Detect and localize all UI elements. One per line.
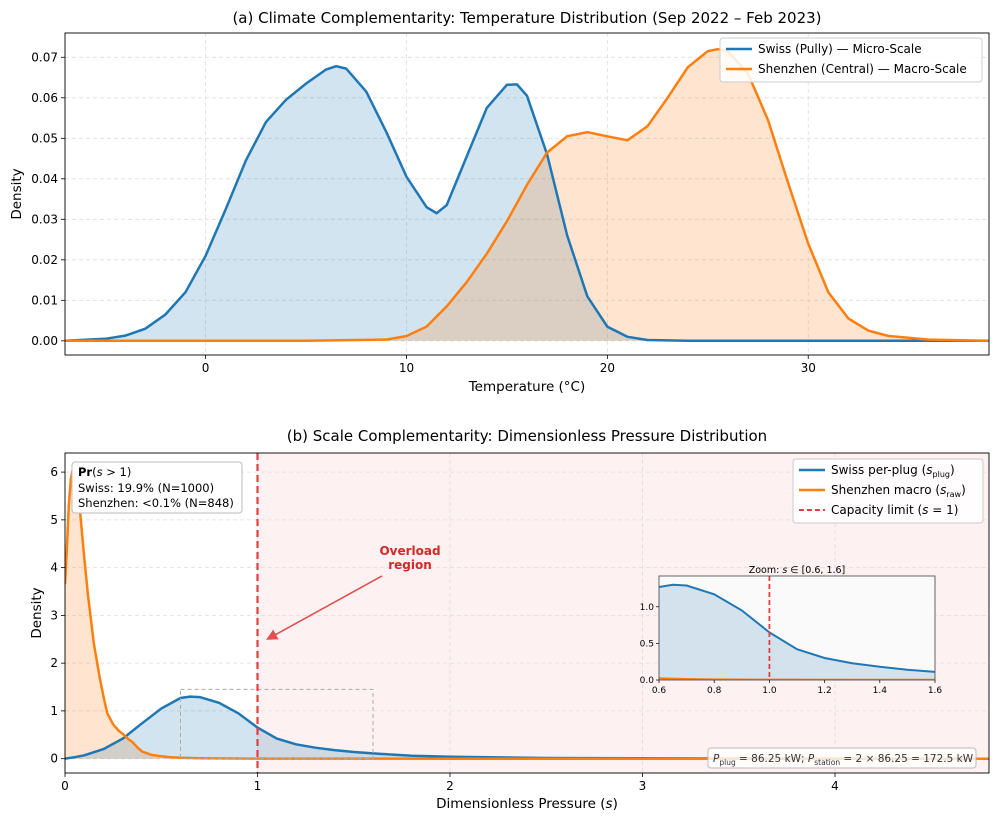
panel-a-y-label: Density — [9, 168, 25, 219]
inset-x-tick-label: 1.6 — [928, 686, 943, 696]
panel-a-frame — [64, 32, 990, 356]
power-note: Pplug = 86.25 kW; Pstation = 2 × 86.25 =… — [707, 747, 977, 769]
inset-x-tick-label: 1.2 — [817, 686, 831, 696]
panel-b-x-tick-label: 2 — [446, 779, 454, 793]
panel-a-x-tick-label: 0 — [202, 361, 210, 375]
panel-b-y-tick-label: 0 — [50, 752, 58, 766]
panel-b-title: (b) Scale Complementarity: Dimensionless… — [287, 427, 767, 445]
panel-a-x-ticks: 0 10 20 30 — [202, 355, 816, 375]
probability-box: Pr(s > 1) Swiss: 19.9% (N=1000) Shenzhen… — [71, 461, 243, 514]
panel-b-y-tick-label: 4 — [50, 561, 58, 575]
inset-shenzhen-line — [659, 677, 935, 680]
inset-x-tick-label: 1.0 — [762, 686, 777, 696]
panel-b-y-tick-label: 5 — [50, 513, 58, 527]
legend-swiss-plug-label: Swiss per-plug (splug) — [831, 463, 955, 479]
panel-a-title: (a) Climate Complementarity: Temperature… — [232, 9, 821, 27]
panel-a-y-tick-label: 0.06 — [31, 91, 58, 105]
panel-a-x-label: Temperature (°C) — [468, 379, 586, 395]
inset-swiss-line — [659, 583, 935, 673]
panel-a-y-tick-label: 0.02 — [31, 253, 58, 267]
swiss-pressure-fill — [65, 696, 989, 759]
shenzhen-density-line — [65, 47, 989, 343]
panel-a-y-tick-label: 0.04 — [31, 172, 58, 186]
panel-b-x-tick-label: 3 — [639, 779, 647, 793]
overload-label-line2: region — [388, 558, 432, 572]
panel-a-y-tick-label: 0.03 — [31, 212, 58, 226]
probability-box-frame — [71, 461, 243, 514]
overload-arrow — [266, 575, 383, 640]
panel-b-x-tick-label: 4 — [831, 779, 839, 793]
legend-shenzhen-label: Shenzhen (Central) — Macro-Scale — [758, 62, 967, 76]
panel-b-legend-box — [792, 458, 984, 524]
probability-shenzhen: Shenzhen: <0.1% (N=848) — [78, 496, 234, 510]
probability-box-title: Pr(s > 1) — [78, 465, 131, 479]
inset-x-ticks: 0.6 0.8 1.0 1.2 1.4 1.6 — [652, 680, 943, 696]
panel-a: 0 10 20 30 0.00 0.01 0.02 0.03 0.04 0.05 0.06 0.07… — [9, 9, 990, 395]
inset-swiss-fill — [659, 584, 935, 680]
legend-shenzhen-macro-label: Shenzhen macro (sraw) — [831, 483, 966, 499]
panel-b-x-ticks: 0 1 2 3 4 — [61, 773, 839, 793]
inset-x-tick-label: 1.4 — [873, 686, 888, 696]
panel-b-y-ticks: 0 1 2 3 4 5 6 — [50, 465, 65, 766]
power-note-box — [707, 747, 977, 769]
panel-a-x-tick-label: 10 — [399, 361, 414, 375]
shenzhen-density-fill — [65, 49, 989, 341]
panel-b-y-tick-label: 1 — [50, 704, 58, 718]
panel-b-y-label: Density — [29, 587, 45, 638]
inset-plot-area — [659, 576, 935, 680]
inset-title: Zoom: s ∈ [0.6, 1.6] — [749, 565, 846, 576]
inset-y-tick-label: 0.0 — [640, 676, 655, 686]
inset-y-tick-label: 1.0 — [640, 603, 655, 613]
panel-a-y-tick-label: 0.07 — [31, 50, 58, 64]
swiss-density-line — [65, 64, 989, 343]
inset-frame — [658, 575, 936, 681]
panel-b-x-tick-label: 0 — [61, 779, 69, 793]
inset-y-tick-label: 0.5 — [640, 639, 654, 649]
panel-a-legend: Swiss (Pully) — Micro-Scale Shenzhen (Ce… — [719, 37, 983, 83]
panel-b-y-tick-label: 3 — [50, 608, 58, 622]
legend-swiss-label: Swiss (Pully) — Micro-Scale — [758, 42, 922, 56]
panel-a-y-tick-label: 0.00 — [31, 334, 58, 348]
zoom-inset: 0.6 0.8 1.0 1.2 1.4 1.6 0.0 0.5 1.0 Zoom: s ∈ [… — [640, 565, 943, 696]
overload-annotation: Overload region — [266, 544, 441, 640]
panel-b-x-tick-label: 1 — [254, 779, 262, 793]
panel-a-x-tick-label: 20 — [600, 361, 615, 375]
panel-b-frame — [64, 452, 990, 774]
probability-swiss: Swiss: 19.9% (N=1000) — [78, 481, 214, 495]
panel-b-x-label: Dimensionless Pressure (s) — [436, 796, 618, 812]
power-note-text: Pplug = 86.25 kW; Pstation = 2 × 86.25 =… — [713, 753, 974, 767]
panel-a-y-tick-label: 0.01 — [31, 293, 58, 307]
panel-a-y-tick-label: 0.05 — [31, 131, 58, 145]
panel-b-y-tick-label: 6 — [50, 465, 58, 479]
panel-b: 0 1 2 3 4 0 1 2 3 4 5 6 (b) Scale Complementarity:… — [29, 427, 990, 812]
inset-x-tick-label: 0.6 — [652, 686, 667, 696]
legend-capacity-label: Capacity limit (s = 1) — [831, 503, 958, 517]
panel-a-legend-box — [719, 37, 983, 83]
panel-a-x-tick-label: 30 — [801, 361, 816, 375]
panel-b-legend: Swiss per-plug (splug) Shenzhen macro (s… — [792, 458, 984, 524]
inset-x-tick-label: 0.8 — [707, 686, 722, 696]
panel-b-y-tick-label: 2 — [50, 656, 58, 670]
panel-a-y-ticks: 0.00 0.01 0.02 0.03 0.04 0.05 0.06 0.07 — [31, 50, 65, 348]
swiss-density-fill — [65, 66, 989, 341]
overload-label-line1: Overload — [379, 544, 440, 558]
inset-y-ticks: 0.0 0.5 1.0 — [640, 603, 659, 686]
zoom-region-box — [180, 688, 374, 760]
